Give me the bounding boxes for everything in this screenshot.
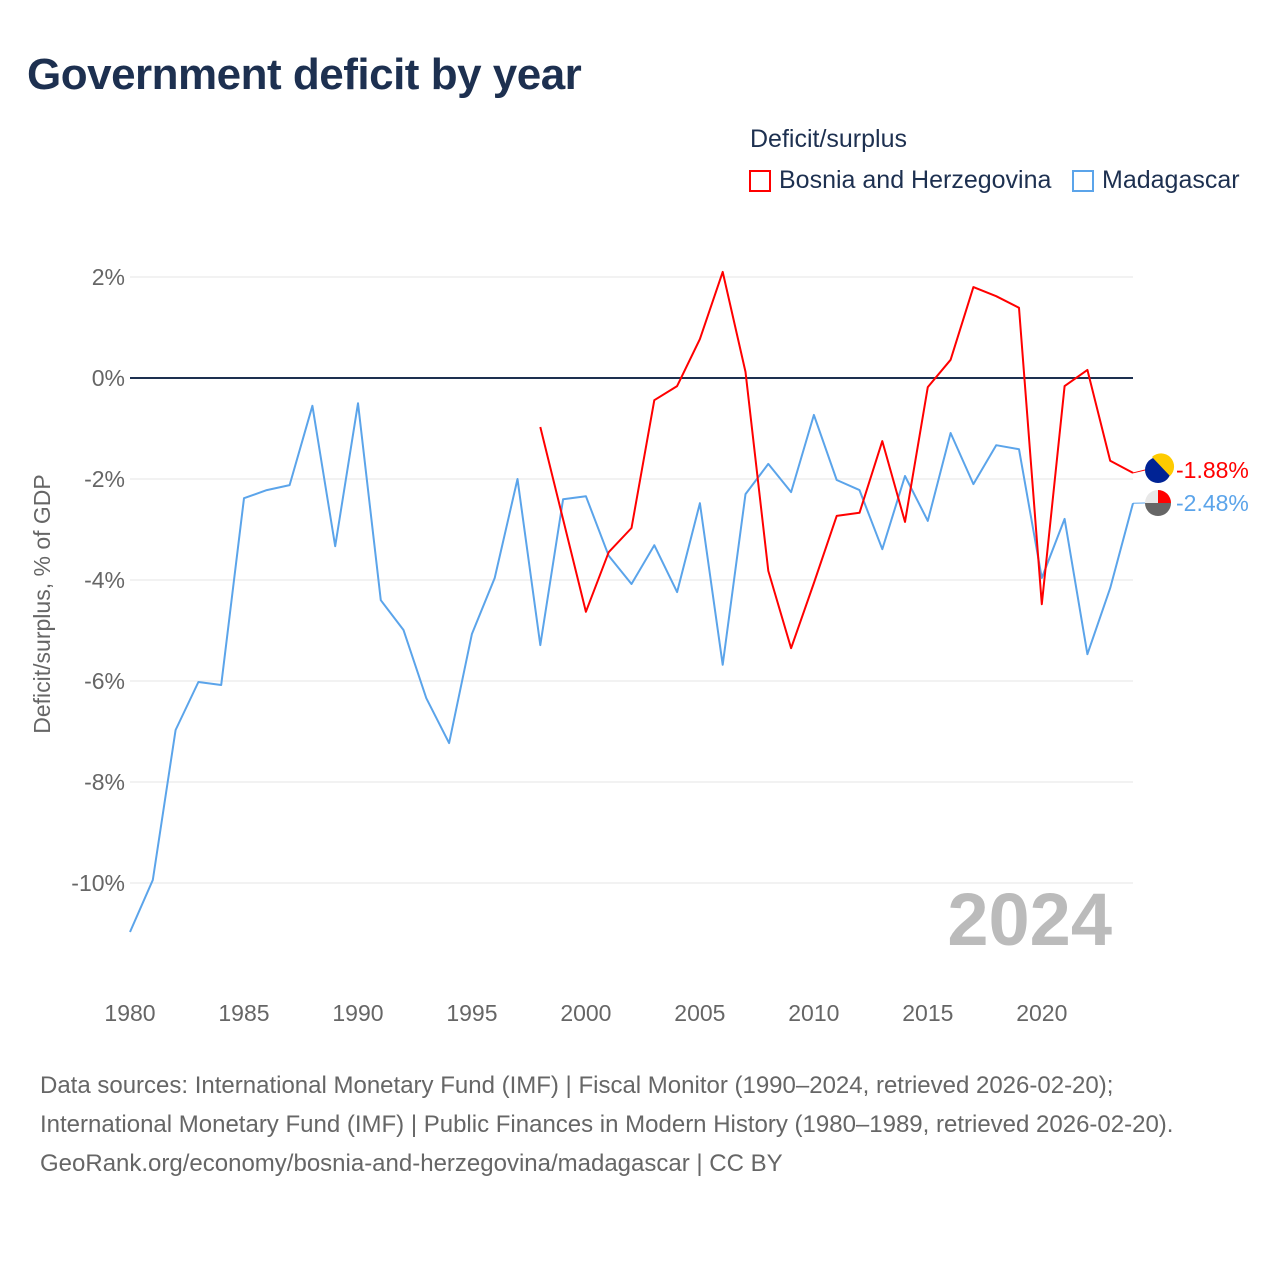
madagascar-flag-icon-gray	[1145, 503, 1171, 516]
x-tick-label: 2010	[788, 1000, 839, 1026]
x-tick-label: 1990	[332, 1000, 383, 1026]
legend-label: Madagascar	[1102, 166, 1240, 194]
legend-swatch	[749, 169, 771, 192]
legend-swatch	[1072, 169, 1094, 192]
series-line-madagascar	[129, 402, 1134, 933]
x-tick-label: 2015	[902, 1000, 953, 1026]
y-tick-label: -8%	[84, 769, 125, 795]
end-value-label: -1.88%	[1176, 457, 1249, 483]
series-line-bosnia	[539, 270, 1134, 650]
y-tick-label: -2%	[84, 466, 125, 492]
y-tick-label: -6%	[84, 668, 125, 694]
madagascar-flag-icon-red	[1158, 490, 1171, 503]
legend-label: Bosnia and Herzegovina	[779, 166, 1052, 194]
page-title: Government deficit by year	[27, 50, 582, 99]
end-connector	[1132, 469, 1146, 474]
credit-link[interactable]: GeoRank.org/economy/bosnia-and-herzegovi…	[40, 1150, 783, 1177]
x-tick-label: 1985	[218, 1000, 269, 1026]
legend-title: Deficit/surplus	[750, 125, 907, 153]
y-tick-label: -4%	[84, 567, 125, 593]
year-label: 2024	[947, 878, 1112, 961]
x-tick-label: 1980	[104, 1000, 155, 1026]
x-tick-label: 1995	[446, 1000, 497, 1026]
legend-item-madagascar[interactable]: Madagascar	[1072, 166, 1240, 195]
legend-item-bosnia[interactable]: Bosnia and Herzegovina	[749, 166, 1051, 195]
x-tick-label: 2020	[1016, 1000, 1067, 1026]
bosnia-flag-icon-triangle	[1152, 453, 1175, 476]
footer: Data sources: International Monetary Fun…	[40, 1066, 1240, 1183]
y-tick-label: -10%	[71, 870, 125, 896]
end-value-label: -2.48%	[1176, 490, 1249, 516]
y-axis-label: Deficit/surplus, % of GDP	[29, 474, 55, 733]
data-sources: Data sources: International Monetary Fun…	[40, 1072, 1174, 1138]
x-tick-label: 2005	[674, 1000, 725, 1026]
y-tick-label: 0%	[92, 365, 125, 391]
y-tick-label: 2%	[92, 264, 125, 290]
x-tick-label: 2000	[560, 1000, 611, 1026]
